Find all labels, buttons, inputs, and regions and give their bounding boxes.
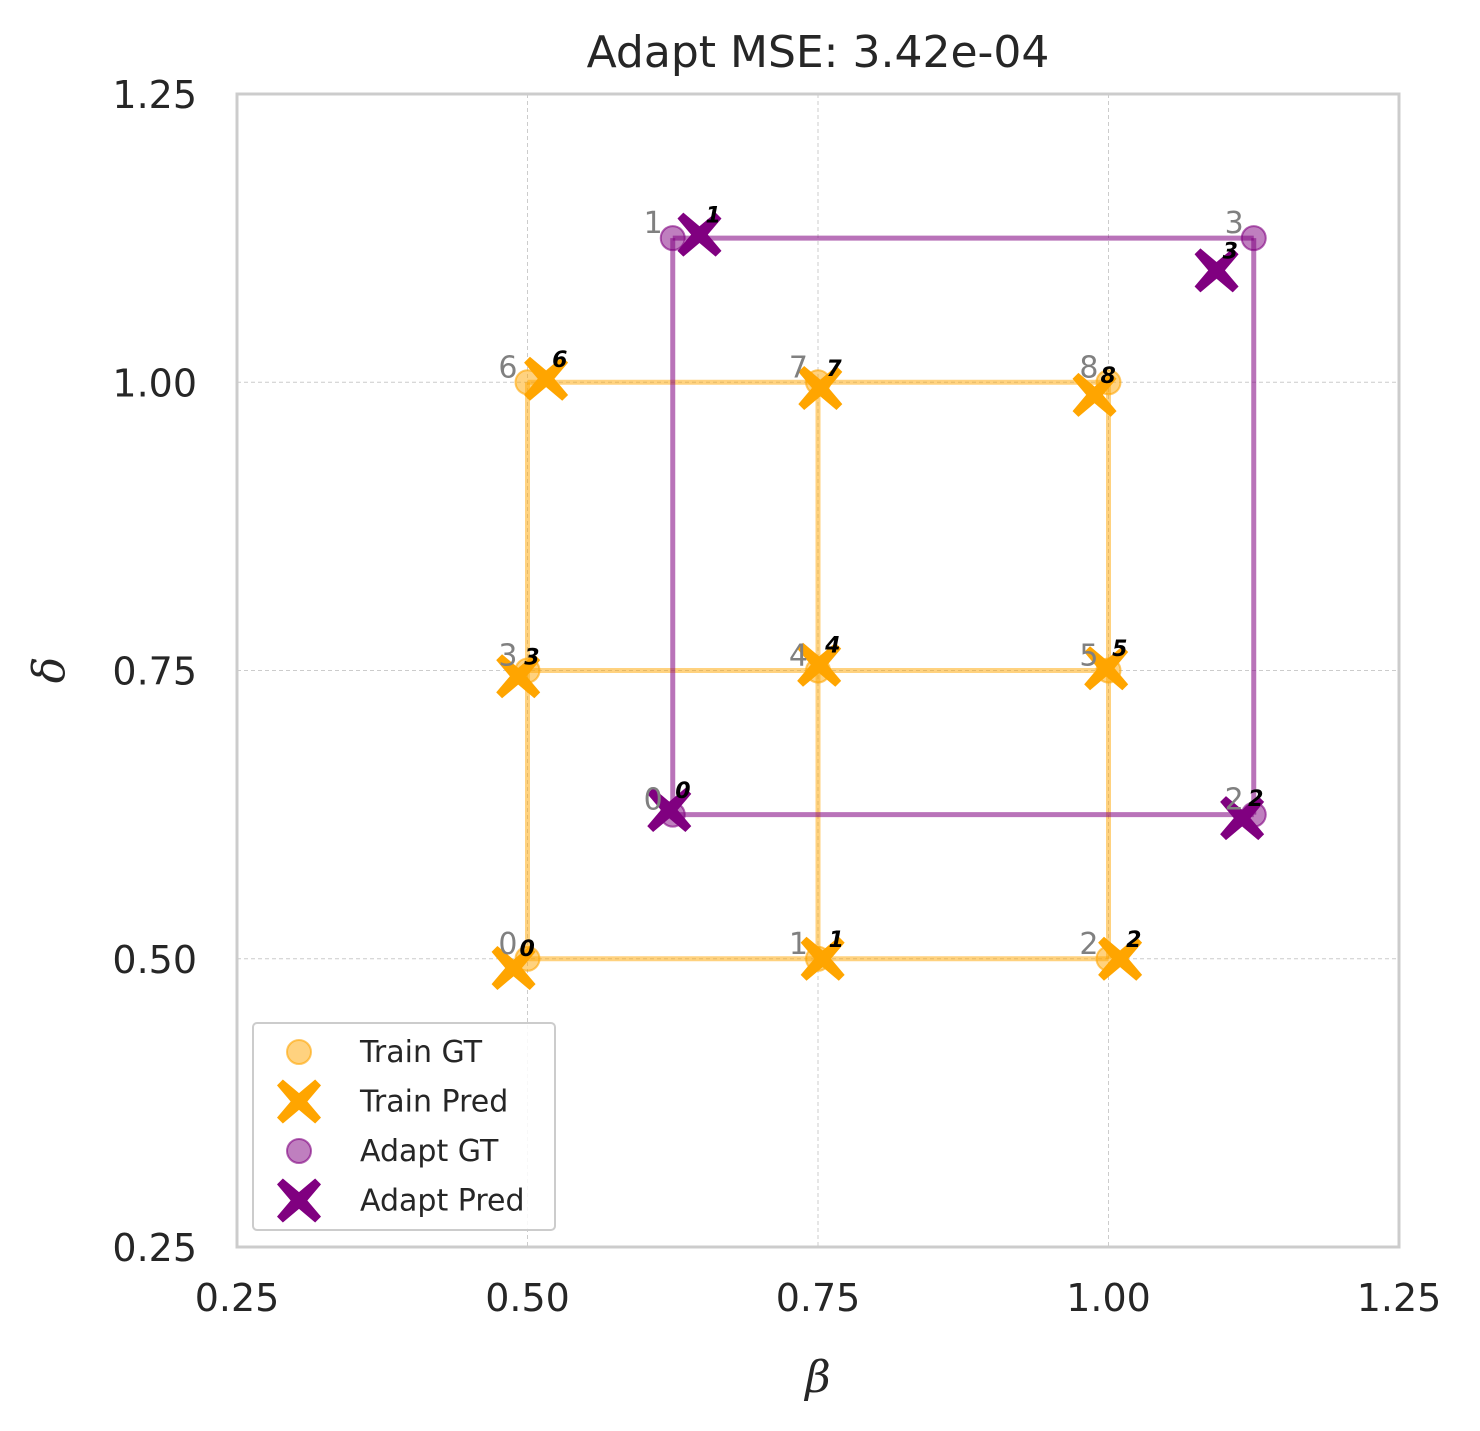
x-tick-label: 1.25 [1357,1276,1442,1320]
pred-point-marker [798,366,843,411]
pred-point-marker [524,356,569,401]
pred-point-marker [1098,936,1143,981]
x-tick-labels: 0.25 0.50 0.75 1.00 1.25 [195,1276,1442,1320]
pred-point-label: 3 [524,645,539,670]
pred-point-label: 0 [675,779,690,804]
gt-point-label: 0 [498,927,517,962]
legend-marker [286,1138,312,1164]
gt-point-marker [1240,225,1267,252]
legend-label: Train Pred [359,1085,508,1120]
pred-point-marker [1072,372,1117,417]
legend-entries: Train GT Train Pred Adapt GT Adapt Pred [277,1035,525,1223]
y-tick-labels: 0.25 0.50 0.75 1.00 1.25 [112,73,197,1270]
gt-point-label: 3 [1225,206,1244,241]
legend-label: Adapt GT [360,1134,499,1169]
plot-frame [235,92,1401,1249]
pred-point-label: 2 [1126,928,1141,953]
x-tick-label: 0.50 [485,1276,570,1320]
markers [491,212,1267,990]
gt-point-label: 0 [644,783,663,818]
point-labels: 0 1 2 3 4 5 6 7 8 0 1 2 3 4 5 6 7 8 0 1 2 3 0 1 2 3 [498,204,1263,962]
pred-point-label: 6 [552,348,567,373]
y-tick-label: 0.25 [112,1226,197,1270]
pred-point-label: 1 [705,204,720,229]
legend-marker [277,1079,321,1124]
x-tick-label: 0.75 [776,1276,861,1320]
legend-label: Train GT [359,1035,483,1070]
y-tick-label: 1.25 [112,73,197,117]
gt-point-label: 8 [1079,350,1098,385]
legend: Train GT Train Pred Adapt GT Adapt Pred [252,1022,556,1231]
pred-point-label: 0 [520,937,535,962]
legend-label: Adapt Pred [360,1184,525,1219]
y-tick-label: 0.50 [112,938,197,982]
x-tick-label: 1.00 [1066,1276,1151,1320]
pred-point-label: 7 [826,357,842,382]
gt-point-label: 6 [498,350,517,385]
y-axis-label: δ [24,657,75,684]
gt-point-label: 2 [1225,783,1244,818]
gt-point-label: 5 [1079,639,1098,674]
y-tick-label: 1.00 [112,361,197,405]
gt-point-label: 2 [1079,927,1098,962]
gt-point-label: 3 [498,639,517,674]
pred-point-marker [1220,796,1265,841]
pred-point-label: 2 [1248,787,1263,812]
gt-point-label: 4 [789,639,808,674]
gt-point-label: 1 [644,206,663,241]
legend-box [252,1022,556,1231]
pred-point-marker [647,788,692,833]
pred-point-label: 4 [824,634,840,659]
chart-title: Adapt MSE: 3.42e-04 [587,27,1050,78]
pred-point-marker [1194,248,1239,293]
pred-point-marker [800,936,845,981]
pred-point-label: 1 [829,928,844,953]
pred-point-marker [797,642,842,687]
gt-point-marker [659,225,686,252]
legend-marker [286,1039,312,1065]
gt-point-label: 1 [789,927,808,962]
y-tick-label: 0.75 [112,650,197,694]
gt-point-label: 7 [789,350,808,385]
x-tick-label: 0.25 [195,1276,280,1320]
pred-point-marker [496,654,541,699]
pred-point-marker [491,945,536,990]
pred-point-label: 5 [1112,637,1127,662]
pred-point-label: 8 [1101,364,1116,389]
pred-point-label: 3 [1223,239,1238,264]
x-axis-label: β [803,1352,830,1403]
pred-point-marker [1084,646,1129,691]
legend-marker [277,1178,321,1223]
pred-point-marker [677,212,722,257]
